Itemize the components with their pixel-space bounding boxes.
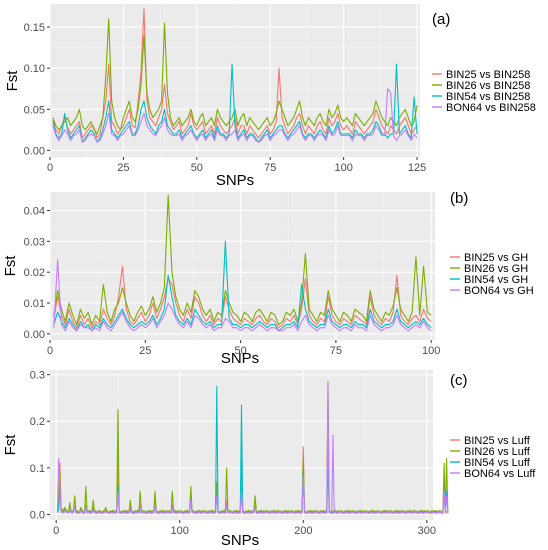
panel-a-xlabel: SNPs — [216, 172, 254, 189]
panel-a-legend-label-1: BIN25 vs BIN258 — [446, 69, 530, 81]
panel-a-x-tick-label: 0 — [47, 162, 53, 174]
panel-b-series-line-2 — [53, 194, 432, 326]
panel-b-plot-background — [50, 192, 435, 340]
panel-a-x-tick-label: 50 — [191, 162, 203, 174]
panel-b-legend-label-1: BIN25 vs GH — [464, 252, 528, 264]
panel-b-xlabel: SNPs — [221, 350, 259, 367]
panel-a: 0.000.050.100.15 0 25 50 75 100 125 Fst SNPs … — [4, 4, 536, 189]
panel-b-series-line-3 — [53, 240, 432, 332]
panel-b-y-tick-label: 0.04 — [24, 206, 45, 218]
panel-c-legend-label-2: BIN26 vs Luff — [464, 446, 531, 458]
panel-a-y-tick-label: 0.05 — [24, 104, 45, 116]
panel-b-y-tick-label: 0.03 — [24, 236, 45, 248]
panel-c-legend-label-1: BIN25 vs Luff — [464, 435, 531, 447]
panel-b-x-tick-label: 75 — [330, 345, 342, 357]
panel-b-legend-label-4: BON64 vs GH — [464, 285, 534, 297]
panel-a-label: (a) — [432, 11, 450, 28]
panel-c-x-tick-label: 0 — [53, 525, 59, 537]
panel-a-x-tick-label: 75 — [264, 162, 276, 174]
panel-c-y-tick-label: 0.0 — [30, 509, 45, 521]
panel-c-label: (c) — [450, 372, 468, 389]
panel-b-label: (b) — [450, 190, 468, 207]
panel-c-y-tick-label: 0.1 — [30, 463, 45, 475]
panel-b-y-tick-label: 0.02 — [24, 267, 45, 279]
panel-c-xlabel: SNPs — [221, 532, 259, 549]
panel-a-series-line-4 — [52, 88, 418, 143]
panel-b-ylabel: Fst — [2, 255, 19, 277]
panel-b-x-tick-label: 0 — [47, 345, 53, 357]
panel-b-y-tick-label: 0.01 — [24, 298, 45, 310]
panel-a-y-tick-label: 0.10 — [24, 63, 45, 75]
panel-a-y-tick-label: 0.00 — [24, 145, 45, 157]
panel-a-x-tick-label: 125 — [408, 162, 426, 174]
panel-a-legend-label-3: BIN54 vs BIN258 — [446, 91, 530, 103]
panel-c-x-tick-label: 100 — [171, 525, 189, 537]
panel-a-ylabel: Fst — [4, 70, 21, 92]
panel-b-x-tick-label: 50 — [234, 345, 246, 357]
panel-a-legend-label-4: BON64 vs BIN258 — [446, 102, 536, 114]
panel-a-x-tick-label: 25 — [117, 162, 129, 174]
panel-c-x-tick-label: 300 — [418, 525, 436, 537]
panel-c-y-tick-label: 0.2 — [30, 416, 45, 428]
panel-b-legend-label-3: BIN54 vs GH — [464, 274, 528, 286]
panel-c-legend-label-4: BON64 vs Luff — [464, 468, 536, 480]
panel-b-series-line-4 — [53, 259, 432, 332]
panel-a-series-line-2 — [52, 18, 418, 135]
panel-a-y-tick-label: 0.15 — [24, 22, 45, 34]
panel-b: 0.00 0.01 0.02 0.03 0.04 0 25 50 75 100 Fst SNPs… — [2, 190, 534, 367]
panel-c-legend-label-3: BIN54 vs Luff — [464, 457, 531, 469]
panel-a-x-tick-label: 100 — [334, 162, 352, 174]
panel-a-legend-label-2: BIN26 vs BIN258 — [446, 80, 530, 92]
panel-c: 0.0 0.1 0.2 0.3 0 100 200 300 Fst SNPs (c) BIN… — [2, 370, 536, 549]
panel-c-y-tick-label: 0.3 — [30, 370, 45, 382]
panel-b-x-tick-label: 25 — [139, 345, 151, 357]
panel-c-series-line-4 — [56, 383, 449, 515]
panel-c-ylabel: Fst — [2, 434, 19, 456]
panel-c-series-line-2 — [56, 381, 449, 513]
panel-b-x-tick-label: 100 — [422, 345, 440, 357]
panel-a-series-line-3 — [52, 63, 418, 143]
panel-b-legend-label-2: BIN26 vs GH — [464, 263, 528, 275]
panel-c-x-tick-label: 200 — [294, 525, 312, 537]
panel-b-y-tick-label: 0.00 — [24, 329, 45, 341]
